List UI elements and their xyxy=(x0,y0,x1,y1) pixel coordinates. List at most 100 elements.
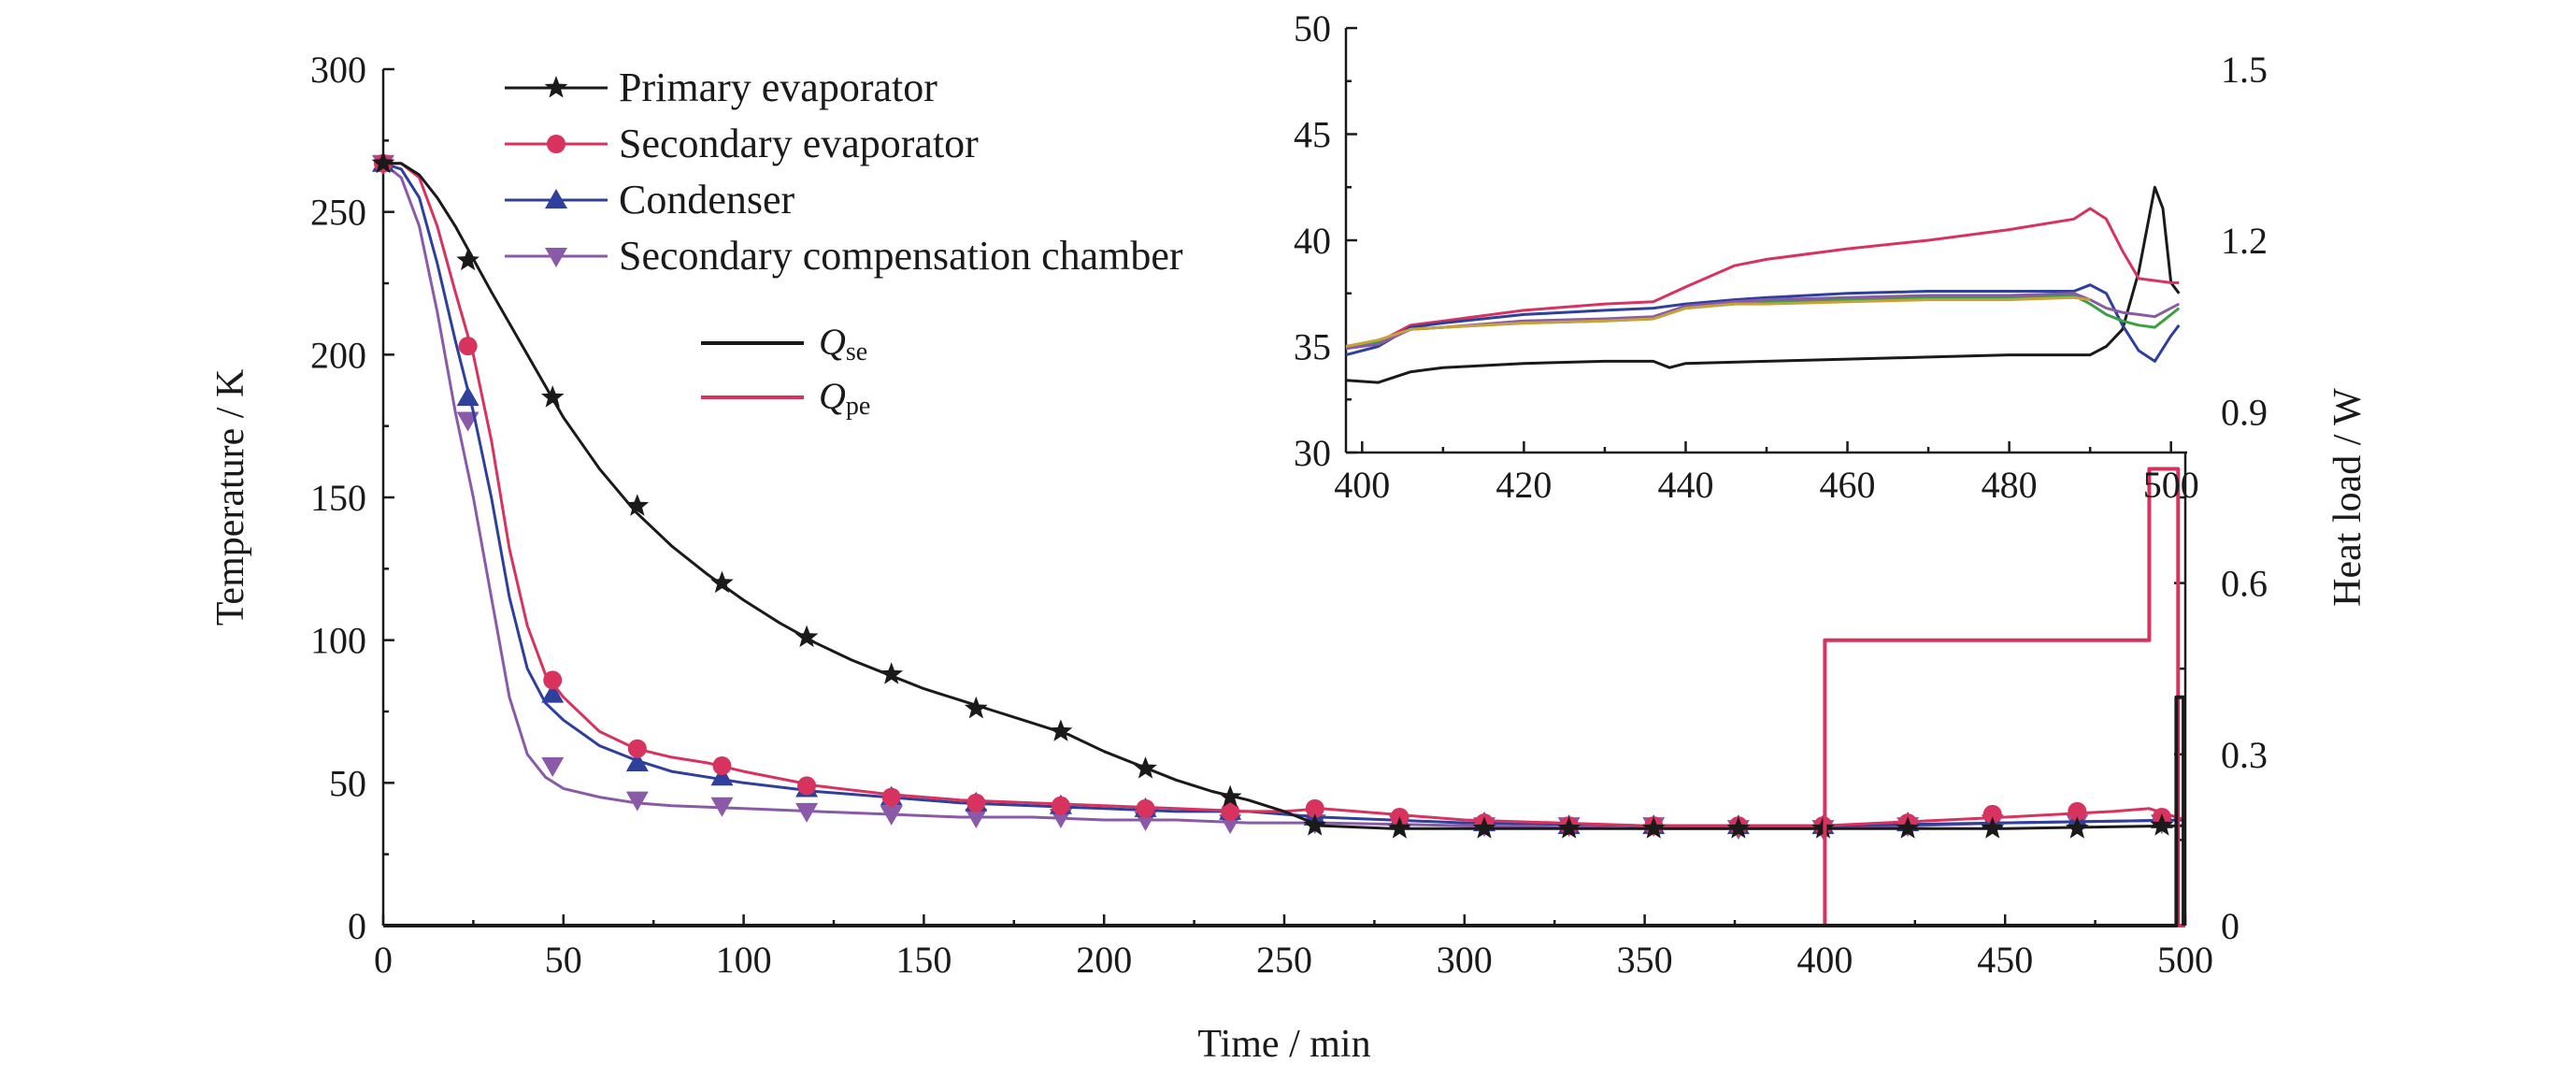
data-point-secondary-evaporator xyxy=(881,787,901,807)
inset-x-tick-label: 440 xyxy=(1657,464,1713,506)
legend-item-qpe: Qpe xyxy=(701,375,870,421)
inset-series-line-1 xyxy=(1345,207,2180,351)
x-tick-label: 500 xyxy=(2157,939,2213,981)
series-line-qse xyxy=(383,695,2186,927)
y-tick-label: 300 xyxy=(310,49,366,91)
y2-tick-label: 0 xyxy=(2221,905,2240,947)
data-point-primary-evaporator xyxy=(964,696,988,719)
legend-item-secondary-evaporator: Secondary evaporator xyxy=(505,121,979,166)
data-point-primary-evaporator xyxy=(2066,816,2089,839)
legend-swatch-marker xyxy=(544,76,568,98)
data-point-secondary-evaporator xyxy=(627,739,647,758)
y-tick-label: 150 xyxy=(310,477,366,519)
inset-x-tick-label: 400 xyxy=(1334,464,1390,506)
data-point-condenser xyxy=(456,386,479,407)
data-point-secondary-evaporator xyxy=(1305,798,1324,818)
x-tick-label: 400 xyxy=(1796,939,1853,981)
legend-item-qse: Qse xyxy=(701,321,867,367)
data-point-condenser xyxy=(625,751,649,771)
data-point-secondary-evaporator xyxy=(458,337,478,356)
data-point-primary-evaporator xyxy=(1726,816,1751,839)
inset-x-tick-label: 420 xyxy=(1496,464,1552,506)
x-tick-label: 300 xyxy=(1437,939,1493,981)
inset-x-tick-label: 480 xyxy=(1982,464,2038,506)
series-line-qpe xyxy=(383,467,2185,927)
inset-series-line-5 xyxy=(1345,295,2091,348)
data-point-primary-evaporator xyxy=(1049,719,1073,741)
data-point-secondary-evaporator xyxy=(1051,796,1070,815)
data-point-secondary-compensation-chamber xyxy=(795,802,819,823)
series-line-primary-evaporator xyxy=(383,162,2186,830)
legend-label: Condenser xyxy=(619,177,795,223)
y-tick-label: 100 xyxy=(310,620,366,662)
x-axis-title: Time / min xyxy=(1197,1023,1370,1066)
legend-label: Secondary compensation chamber xyxy=(619,233,1183,279)
legend-label: Primary evaporator xyxy=(619,65,937,110)
y-tick-label: 250 xyxy=(310,192,366,234)
data-point-secondary-evaporator xyxy=(543,670,563,690)
legend-item-primary-evaporator: Primary evaporator xyxy=(505,65,937,110)
legend-swatch-marker xyxy=(545,248,567,267)
data-point-primary-evaporator xyxy=(710,570,734,594)
legend-swatch-marker xyxy=(547,135,565,153)
y2-tick-label: 0.3 xyxy=(2221,734,2268,776)
data-point-primary-evaporator xyxy=(1472,816,1496,839)
x-tick-label: 100 xyxy=(716,939,772,981)
legend-label-sub: se xyxy=(846,338,867,367)
data-point-primary-evaporator xyxy=(1557,816,1581,839)
y-axis-title: Temperature / K xyxy=(209,369,252,626)
series-secondary-evaporator xyxy=(374,153,2186,836)
legend: Primary evaporator Secondary evaporator Co… xyxy=(505,65,1183,421)
main-plot: 0 50 100 150 200 250 300 350 400 450 5000501001502… xyxy=(209,49,2369,1066)
data-point-primary-evaporator xyxy=(1896,816,1920,839)
y-tick-label: 0 xyxy=(348,905,366,947)
inset-y-tick-label: 50 xyxy=(1294,7,1331,50)
data-point-secondary-compensation-chamber xyxy=(710,797,734,817)
inset-series-line-0 xyxy=(1345,185,2181,384)
y2-tick-label: 1.5 xyxy=(2221,49,2268,91)
data-point-secondary-compensation-chamber xyxy=(965,808,988,828)
data-point-secondary-evaporator xyxy=(1136,798,1155,818)
data-point-primary-evaporator xyxy=(1303,813,1327,836)
legend-label-sub: pe xyxy=(846,392,870,421)
data-point-secondary-compensation-chamber xyxy=(541,757,565,778)
inset-plot: 400 420 440 460 480 500 30 35 40 45 50 xyxy=(1294,7,2199,506)
data-point-primary-evaporator xyxy=(794,625,819,648)
y2-axis-title: Heat load / W xyxy=(2326,388,2369,607)
data-point-primary-evaporator xyxy=(371,151,395,174)
data-point-secondary-evaporator xyxy=(2068,801,2087,821)
inset-y-tick-label: 45 xyxy=(1294,114,1331,156)
data-point-primary-evaporator xyxy=(1134,756,1157,779)
legend-item-condenser: Condenser xyxy=(505,177,795,223)
x-tick-label: 50 xyxy=(545,939,582,981)
legend-label-main: Q xyxy=(819,375,846,417)
data-point-primary-evaporator xyxy=(1218,784,1242,808)
data-point-condenser xyxy=(541,683,565,703)
data-point-primary-evaporator xyxy=(2150,813,2174,836)
data-point-secondary-evaporator xyxy=(966,793,986,812)
data-point-secondary-evaporator xyxy=(1982,804,2002,824)
data-point-primary-evaporator xyxy=(880,662,904,684)
inset-background xyxy=(1346,28,2187,453)
data-point-primary-evaporator xyxy=(456,248,479,271)
x-tick-label: 150 xyxy=(895,939,952,981)
x-tick-label: 450 xyxy=(1977,939,2033,981)
legend-label: Secondary evaporator xyxy=(619,121,979,166)
data-point-secondary-compensation-chamber xyxy=(880,805,903,826)
data-point-primary-evaporator xyxy=(625,494,650,516)
inset-x-tick-label: 500 xyxy=(2143,464,2199,506)
series-qse xyxy=(383,695,2186,927)
inset-y-tick-label: 30 xyxy=(1294,432,1331,474)
x-tick-label: 350 xyxy=(1617,939,1673,981)
data-point-secondary-evaporator xyxy=(797,776,817,796)
data-point-primary-evaporator xyxy=(1388,816,1411,839)
x-tick-label: 0 xyxy=(374,939,393,981)
legend-label-main: Q xyxy=(819,321,846,363)
inset-y-tick-label: 35 xyxy=(1294,326,1331,368)
legend-label: Qse xyxy=(819,321,867,367)
legend-swatch-marker xyxy=(545,189,567,208)
x-tick-label: 250 xyxy=(1256,939,1312,981)
series-qpe xyxy=(383,467,2185,927)
data-point-primary-evaporator xyxy=(1641,816,1666,839)
